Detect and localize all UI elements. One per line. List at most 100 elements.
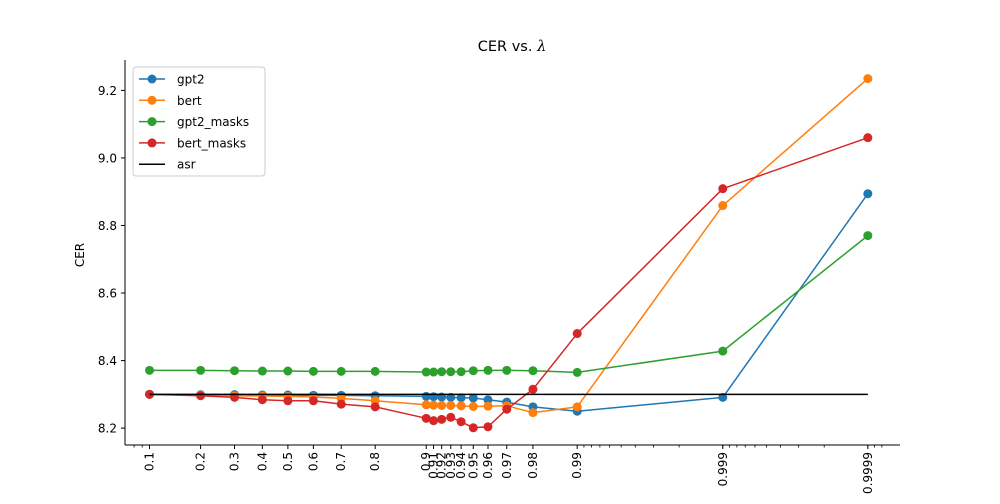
data-point-gpt2: [456, 393, 466, 403]
x-tick-label: 0.99: [570, 452, 584, 479]
data-point-bert_masks: [502, 404, 512, 414]
data-point-bert: [483, 401, 493, 411]
data-point-bert: [572, 402, 582, 412]
x-tick-label: 0.8: [368, 452, 382, 471]
data-point-bert_masks: [196, 391, 206, 401]
x-tick-label: 0.3: [228, 452, 242, 471]
x-tick-label: 0.95: [466, 452, 480, 479]
data-point-bert: [456, 401, 466, 411]
legend-swatch-marker: [147, 95, 157, 105]
x-tick-label: 0.7: [334, 452, 348, 471]
y-tick-label: 8.6: [98, 287, 117, 301]
x-tick-label: 0.92: [435, 452, 449, 479]
series-gpt2: [145, 189, 873, 416]
y-tick-label: 9.2: [98, 84, 117, 98]
data-point-gpt2: [468, 393, 478, 403]
y-tick-label: 8.8: [98, 219, 117, 233]
data-point-gpt2: [718, 392, 728, 402]
data-point-bert_masks: [468, 423, 478, 433]
x-tick-label: 0.96: [481, 452, 495, 479]
series-gpt2_masks: [145, 231, 873, 377]
data-point-bert_masks: [308, 396, 318, 406]
x-tick-label: 0.5: [281, 452, 295, 471]
data-point-bert_masks: [446, 412, 456, 422]
data-point-gpt2_masks: [718, 346, 728, 356]
x-tick-label: 0.98: [526, 452, 540, 479]
data-point-bert_masks: [437, 414, 447, 424]
data-point-bert_masks: [863, 133, 873, 143]
data-point-gpt2_masks: [421, 367, 431, 377]
legend-label: gpt2: [177, 73, 205, 87]
data-point-bert: [528, 408, 538, 418]
data-point-bert: [468, 402, 478, 411]
data-point-bert_masks: [528, 384, 538, 394]
data-point-gpt2_masks: [336, 366, 346, 376]
data-point-bert: [421, 400, 431, 410]
data-point-bert_masks: [421, 413, 431, 423]
x-tick-label: 0.2: [194, 452, 208, 471]
chart-title-text: CER vs.: [478, 39, 537, 55]
x-tick-label: 0.97: [500, 452, 514, 479]
data-point-bert: [863, 74, 873, 84]
data-point-bert_masks: [336, 399, 346, 409]
data-point-gpt2_masks: [502, 365, 512, 375]
data-point-gpt2_masks: [283, 366, 293, 376]
series-line-bert_masks: [149, 136, 869, 429]
data-point-bert: [437, 400, 447, 410]
x-tick-label: 0.6: [306, 452, 320, 471]
x-tick-label: 0.91: [427, 452, 441, 479]
legend-item-bert_masks: bert_masks: [139, 136, 246, 150]
data-point-gpt2_masks: [863, 231, 873, 241]
data-point-gpt2_masks: [437, 367, 447, 377]
data-point-gpt2_masks: [257, 366, 267, 376]
legend-label: bert_masks: [177, 136, 246, 150]
data-point-gpt2_masks: [456, 367, 466, 377]
data-point-bert: [429, 400, 439, 410]
x-tick-label: 0.93: [444, 452, 458, 479]
data-point-bert_masks: [230, 392, 240, 402]
data-point-gpt2_masks: [308, 366, 318, 376]
x-tick-label: 0.1: [143, 452, 157, 471]
data-point-gpt2_masks: [528, 366, 538, 376]
y-tick-label: 9.0: [98, 151, 117, 165]
x-tick-label: 0.9999: [861, 452, 875, 494]
legend-item-gpt2: gpt2: [139, 73, 205, 87]
data-point-gpt2_masks: [230, 366, 240, 376]
legend-box: [132, 66, 266, 177]
x-tick-label: 0.9: [419, 452, 433, 471]
data-point-gpt2: [429, 392, 439, 402]
data-point-gpt2_masks: [429, 367, 439, 377]
series-bert_masks: [145, 133, 873, 433]
legend-swatch-marker: [147, 74, 157, 84]
data-point-gpt2_masks: [446, 367, 456, 377]
data-point-gpt2_masks: [370, 366, 380, 376]
axes: 8.2 8.4 8.6 8.8 9.0 9.2 0.1 0.2 0.3 0.4 0.5 0.6 0.7 0…: [98, 60, 900, 494]
data-point-bert_masks: [283, 396, 293, 406]
data-point-bert_masks: [483, 422, 493, 432]
legend-label: gpt2_masks: [177, 115, 249, 129]
data-point-bert_masks: [718, 184, 728, 194]
legend-swatch-marker: [147, 138, 157, 148]
data-point-bert: [446, 400, 456, 410]
legend-item-bert: bert: [139, 94, 202, 108]
y-tick-label: 8.2: [98, 422, 117, 436]
data-point-gpt2: [483, 395, 493, 405]
data-point-bert_masks: [572, 329, 582, 339]
chart-title: CER vs. λ: [478, 39, 547, 55]
data-point-gpt2_masks: [145, 365, 155, 375]
data-point-bert_masks: [456, 417, 466, 427]
y-axis-label: CER: [73, 243, 87, 267]
data-point-gpt2_masks: [468, 366, 478, 376]
data-point-gpt2_masks: [572, 367, 582, 377]
x-tick-label: 0.999: [716, 452, 730, 486]
data-point-bert_masks: [429, 416, 439, 426]
x-tick-label: 0.4: [255, 452, 269, 471]
plot-area: [145, 74, 873, 433]
data-point-gpt2_masks: [196, 365, 206, 375]
data-point-gpt2: [863, 189, 873, 199]
data-point-gpt2: [446, 392, 456, 402]
data-point-bert_masks: [370, 402, 380, 412]
